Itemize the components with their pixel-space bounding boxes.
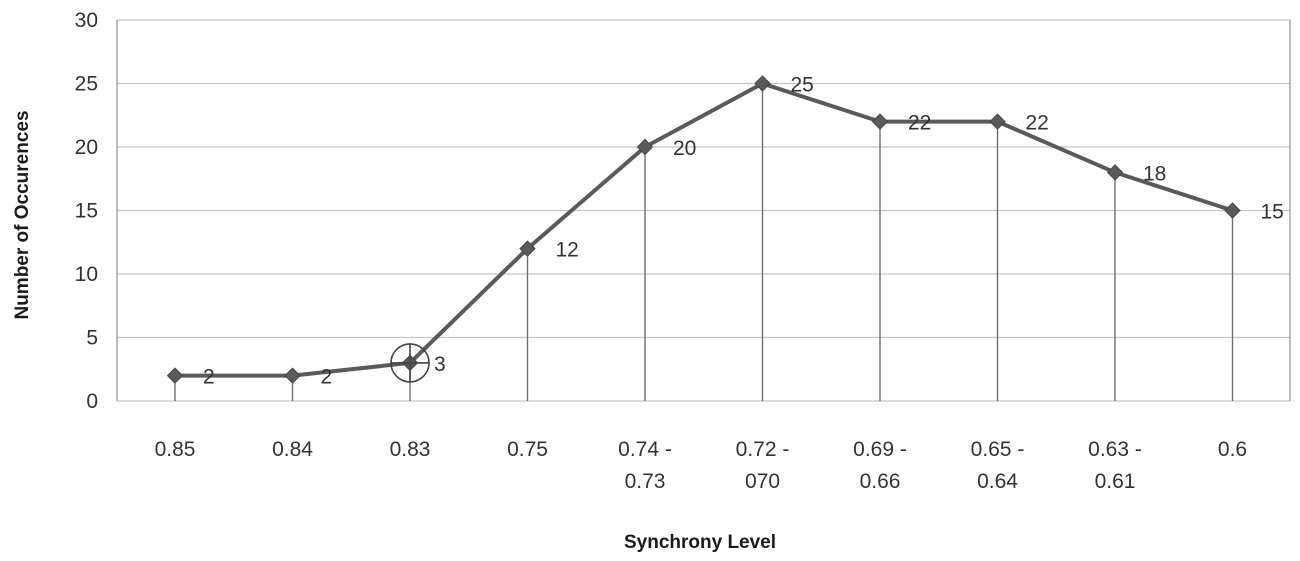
y-tick-label: 5 bbox=[86, 327, 98, 350]
data-point-marker bbox=[871, 113, 889, 130]
x-axis-ticks: 0.85 0.84 0.83 0.75 0.74 - 0.73 0.72 - 070 0.69 … bbox=[155, 438, 1248, 493]
y-axis-ticks: 0 5 10 15 20 25 30 bbox=[75, 9, 98, 413]
x-tick-label: 0.64 bbox=[977, 470, 1018, 493]
gridlines bbox=[116, 19, 1291, 402]
x-tick-label: 0.61 bbox=[1095, 470, 1136, 493]
data-point-marker bbox=[754, 75, 771, 92]
y-tick-label: 15 bbox=[75, 200, 98, 223]
drop-lines bbox=[174, 83, 1234, 401]
data-label: 25 bbox=[791, 74, 814, 97]
data-label: 22 bbox=[1026, 112, 1049, 135]
data-point-marker bbox=[1224, 202, 1241, 219]
data-markers bbox=[166, 75, 1241, 384]
data-label: 15 bbox=[1261, 201, 1284, 224]
data-point-marker bbox=[636, 138, 654, 156]
data-label: 18 bbox=[1143, 162, 1166, 185]
data-label: 20 bbox=[673, 137, 696, 160]
x-tick-label: 0.63 - bbox=[1088, 438, 1142, 461]
x-tick-label: 0.75 bbox=[507, 438, 548, 461]
data-point-marker bbox=[1106, 164, 1124, 181]
data-label: 22 bbox=[908, 112, 931, 135]
x-tick-label: 0.85 bbox=[155, 438, 196, 461]
x-tick-label: 0.74 - bbox=[618, 438, 672, 461]
data-label: 2 bbox=[203, 366, 215, 389]
y-tick-label: 30 bbox=[75, 9, 98, 32]
data-point-marker bbox=[989, 113, 1006, 130]
data-point-marker bbox=[519, 240, 536, 257]
data-label: 3 bbox=[434, 353, 446, 376]
data-point-marker bbox=[166, 367, 184, 384]
series-line bbox=[175, 81, 1234, 378]
y-tick-label: 20 bbox=[75, 136, 98, 159]
data-point-marker bbox=[284, 367, 301, 384]
x-tick-label: 0.83 bbox=[390, 438, 431, 461]
x-tick-label: 0.6 bbox=[1218, 438, 1247, 461]
x-tick-label: 0.72 - bbox=[736, 438, 790, 461]
x-tick-label: 070 bbox=[745, 470, 780, 493]
y-tick-label: 0 bbox=[86, 390, 98, 413]
series bbox=[175, 81, 1234, 378]
y-tick-label: 25 bbox=[75, 73, 98, 96]
x-tick-label: 0.66 bbox=[860, 470, 901, 493]
data-label: 12 bbox=[556, 239, 579, 262]
x-tick-label: 0.65 - bbox=[971, 438, 1025, 461]
x-axis-title: Synchrony Level bbox=[624, 532, 776, 553]
x-tick-label: 0.73 bbox=[625, 470, 666, 493]
y-axis-title: Number of Occurences bbox=[12, 110, 33, 319]
x-tick-label: 0.84 bbox=[272, 438, 313, 461]
y-tick-label: 10 bbox=[75, 263, 98, 286]
data-label: 2 bbox=[321, 366, 333, 389]
x-tick-label: 0.69 - bbox=[853, 438, 907, 461]
